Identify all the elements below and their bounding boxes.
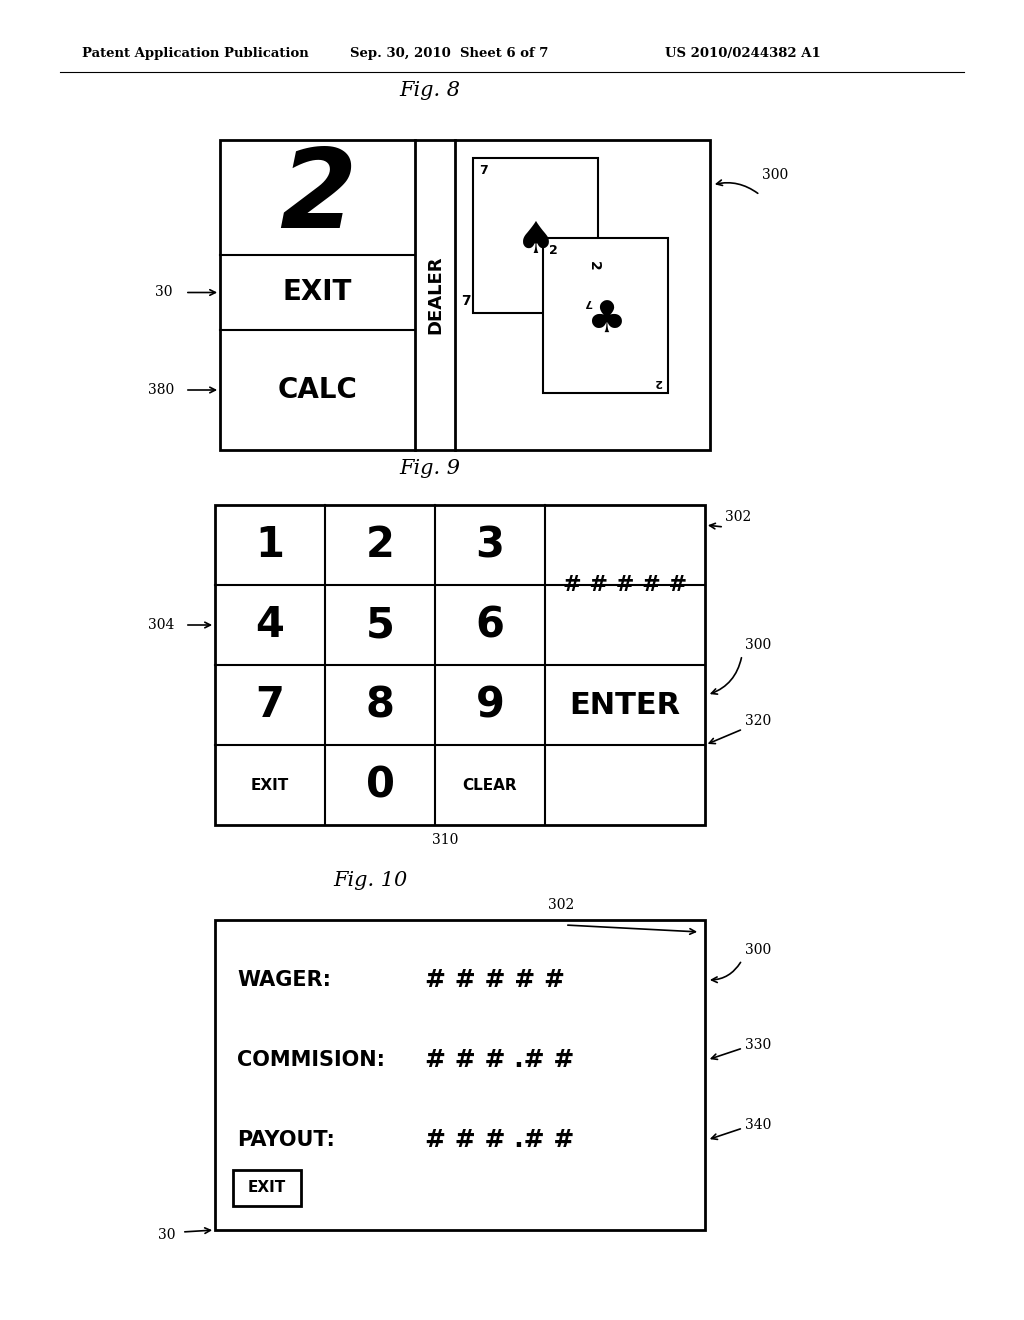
Text: Patent Application Publication: Patent Application Publication [82, 48, 309, 59]
Text: US 2010/0244382 A1: US 2010/0244382 A1 [665, 48, 821, 59]
Text: 300: 300 [745, 638, 771, 652]
Text: 9: 9 [475, 684, 505, 726]
Text: 2: 2 [654, 378, 662, 387]
Text: 30: 30 [158, 1228, 175, 1242]
Bar [220, 140, 710, 450]
Text: EXIT: EXIT [248, 1180, 286, 1196]
Text: WAGER:: WAGER: [237, 970, 331, 990]
Text: 300: 300 [762, 168, 788, 182]
Text: Fig. 10: Fig. 10 [333, 871, 408, 890]
Text: 7: 7 [479, 164, 487, 177]
Text: Fig. 9: Fig. 9 [399, 459, 461, 478]
Text: 320: 320 [745, 714, 771, 729]
Text: ENTER: ENTER [569, 690, 681, 719]
Text: ♣: ♣ [586, 300, 626, 342]
Text: # # # # #: # # # # # [425, 968, 565, 993]
Text: 5: 5 [366, 605, 394, 645]
Text: Fig. 8: Fig. 8 [399, 81, 461, 100]
Text: 3: 3 [475, 524, 505, 566]
Text: 2: 2 [279, 144, 356, 251]
Text: EXIT: EXIT [283, 279, 352, 306]
Text: 302: 302 [548, 898, 574, 912]
Text: 4: 4 [256, 605, 285, 645]
Text: CLEAR: CLEAR [463, 777, 517, 792]
Text: 304: 304 [148, 618, 174, 632]
Text: 302: 302 [725, 510, 752, 524]
Text: 2: 2 [366, 524, 394, 566]
Text: 0: 0 [366, 764, 394, 807]
Text: 2: 2 [587, 260, 601, 271]
Text: 7: 7 [461, 294, 471, 308]
Text: 2: 2 [549, 244, 558, 257]
Text: Sep. 30, 2010  Sheet 6 of 7: Sep. 30, 2010 Sheet 6 of 7 [350, 48, 549, 59]
Text: 310: 310 [432, 833, 458, 847]
Text: ♠: ♠ [515, 219, 555, 261]
Text: 300: 300 [745, 942, 771, 957]
Text: DEALER: DEALER [426, 256, 444, 334]
Text: 1: 1 [256, 524, 285, 566]
Text: 330: 330 [745, 1038, 771, 1052]
Bar [215, 920, 705, 1230]
Text: # # # .# #: # # # .# # [425, 1129, 574, 1152]
Bar [215, 506, 705, 825]
Text: COMMISION:: COMMISION: [237, 1049, 385, 1071]
Text: 340: 340 [745, 1118, 771, 1133]
Text: PAYOUT:: PAYOUT: [237, 1130, 335, 1150]
Bar [473, 158, 598, 313]
Text: # # # .# #: # # # .# # [425, 1048, 574, 1072]
Text: 380: 380 [148, 383, 174, 397]
Text: # # # # #: # # # # # [563, 576, 687, 595]
Bar [233, 1170, 301, 1206]
Text: 6: 6 [475, 605, 505, 645]
Bar [543, 238, 668, 393]
Text: 8: 8 [366, 684, 394, 726]
Text: 30: 30 [155, 285, 172, 300]
Text: 7: 7 [585, 297, 592, 308]
Text: 7: 7 [256, 684, 285, 726]
Text: EXIT: EXIT [251, 777, 289, 792]
Text: CALC: CALC [278, 376, 357, 404]
